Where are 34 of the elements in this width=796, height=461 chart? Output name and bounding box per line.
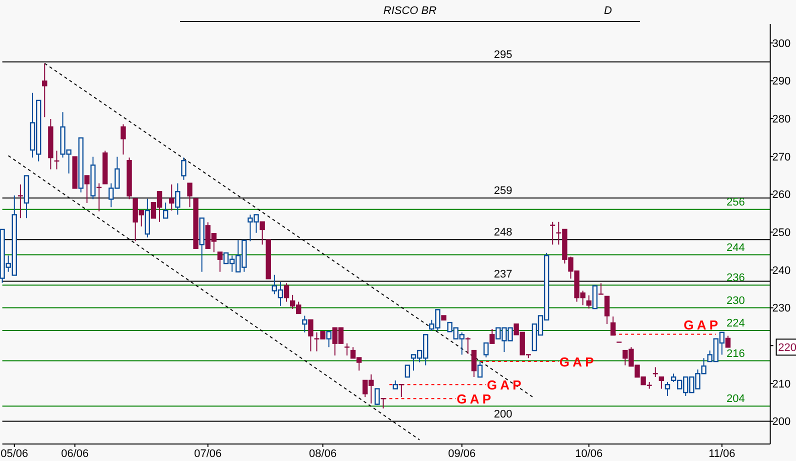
x-tick-label: 09/06 xyxy=(448,448,476,460)
annotation: G A P xyxy=(684,317,718,332)
y-tick-label: 260 xyxy=(772,189,791,202)
chart-title: RISCO BR xyxy=(383,5,437,17)
x-tick-label: 06/06 xyxy=(61,448,89,460)
y-tick-label: 300 xyxy=(772,38,791,50)
y-tick-label: 230 xyxy=(772,302,791,315)
x-tick-label: 08/06 xyxy=(309,448,337,460)
y-tick-label: 210 xyxy=(772,378,791,390)
ref-line-label: 216 xyxy=(726,348,745,360)
y-tick-label: 290 xyxy=(772,76,791,88)
ref-line-label: 248 xyxy=(494,226,512,239)
y-tick-label: 280 xyxy=(772,114,791,126)
ref-line-label: 237 xyxy=(494,268,512,280)
annotation: G A P xyxy=(456,392,492,407)
text: 220 xyxy=(778,342,796,354)
ref-line-label: 256 xyxy=(726,196,745,208)
y-tick-label: 250 xyxy=(772,227,791,240)
ref-line-label: 224 xyxy=(726,317,745,330)
chart-subtitle: D xyxy=(604,5,612,17)
ref-line-label: 204 xyxy=(726,393,745,406)
annotation: G A P xyxy=(486,378,522,393)
ref-line-label: 244 xyxy=(726,242,745,254)
x-tick-label: 10/06 xyxy=(575,448,603,460)
ref-line-label: 295 xyxy=(494,48,512,61)
y-tick-label: 200 xyxy=(772,416,791,428)
ref-line-label: 200 xyxy=(494,408,512,420)
x-tick-label: 07/06 xyxy=(194,448,222,460)
x-tick-label: 05/06 xyxy=(0,448,28,460)
y-tick-label: 240 xyxy=(772,264,791,277)
y-tick-label: 270 xyxy=(772,151,791,164)
ref-line-label: 259 xyxy=(494,185,512,198)
ref-line-label: 230 xyxy=(726,294,745,307)
x-tick-label: 11/06 xyxy=(708,448,736,460)
